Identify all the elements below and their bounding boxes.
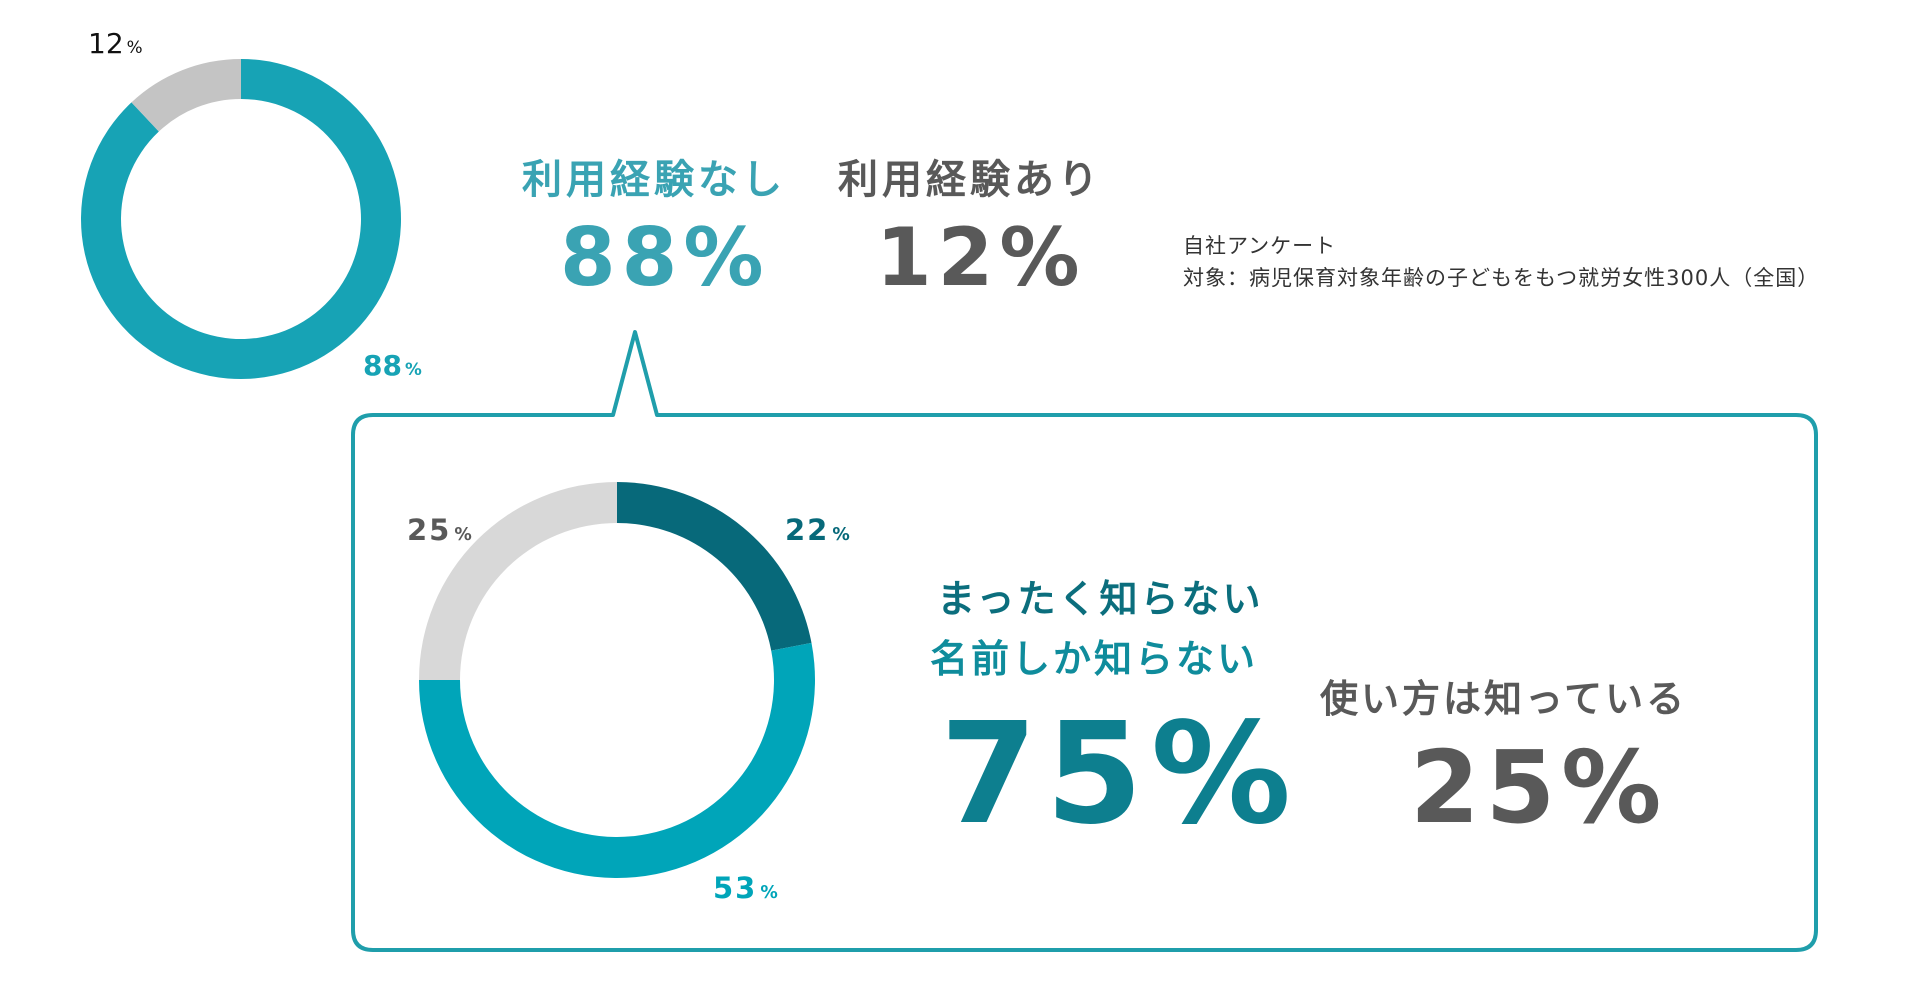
- source-line-2: 対象：病児保育対象年齢の子どもをもつ就労女性300人（全国）: [1183, 266, 1820, 290]
- knows-label: 使い方は知っている: [1320, 677, 1688, 721]
- donut1-slice-88: [80, 59, 401, 380]
- donut1-label-12-value: 12: [88, 27, 124, 60]
- donut2-label-22-unit: %: [832, 525, 852, 545]
- donut2-slice-25: [419, 482, 617, 680]
- donut2-label-25-value: 25: [407, 513, 452, 547]
- donut1-label-12-unit: %: [126, 37, 143, 57]
- donut1-label-88-value: 88: [363, 349, 402, 382]
- experience-label: 利用経験あり: [838, 157, 1102, 203]
- experience-value: 12%: [876, 211, 1086, 304]
- unaware-label-line-2: 名前しか知らない: [930, 637, 1259, 681]
- knows-value: 25%: [1410, 729, 1668, 846]
- donut1-slice-12: [131, 59, 241, 132]
- donut2-slice-22: [617, 482, 812, 651]
- source-line-1: 自社アンケート: [1183, 234, 1337, 258]
- donut2-label-53-value: 53: [713, 871, 758, 905]
- callout-frame: [351, 330, 1818, 952]
- donut2-slice-53: [419, 642, 815, 878]
- donut2-label-22-value: 22: [785, 513, 830, 547]
- donut1-label-88-unit: %: [404, 359, 422, 379]
- unaware-label-line-1: まったく知らない: [937, 577, 1264, 621]
- donut-chart-usage: [80, 59, 401, 380]
- donut2-label-25-unit: %: [454, 525, 474, 545]
- donut2-label-25: 25%: [407, 516, 474, 545]
- no-experience-value: 88%: [560, 211, 770, 304]
- donut-chart-awareness: [419, 482, 815, 878]
- no-experience-label: 利用経験なし: [522, 157, 786, 203]
- donut2-label-53-unit: %: [760, 883, 780, 903]
- donut1-label-88: 88%: [363, 352, 422, 380]
- donut2-label-53: 53%: [713, 874, 780, 903]
- unaware-value: 75%: [940, 693, 1300, 856]
- donut2-label-22: 22%: [785, 516, 852, 545]
- donut1-label-12: 12%: [88, 30, 143, 58]
